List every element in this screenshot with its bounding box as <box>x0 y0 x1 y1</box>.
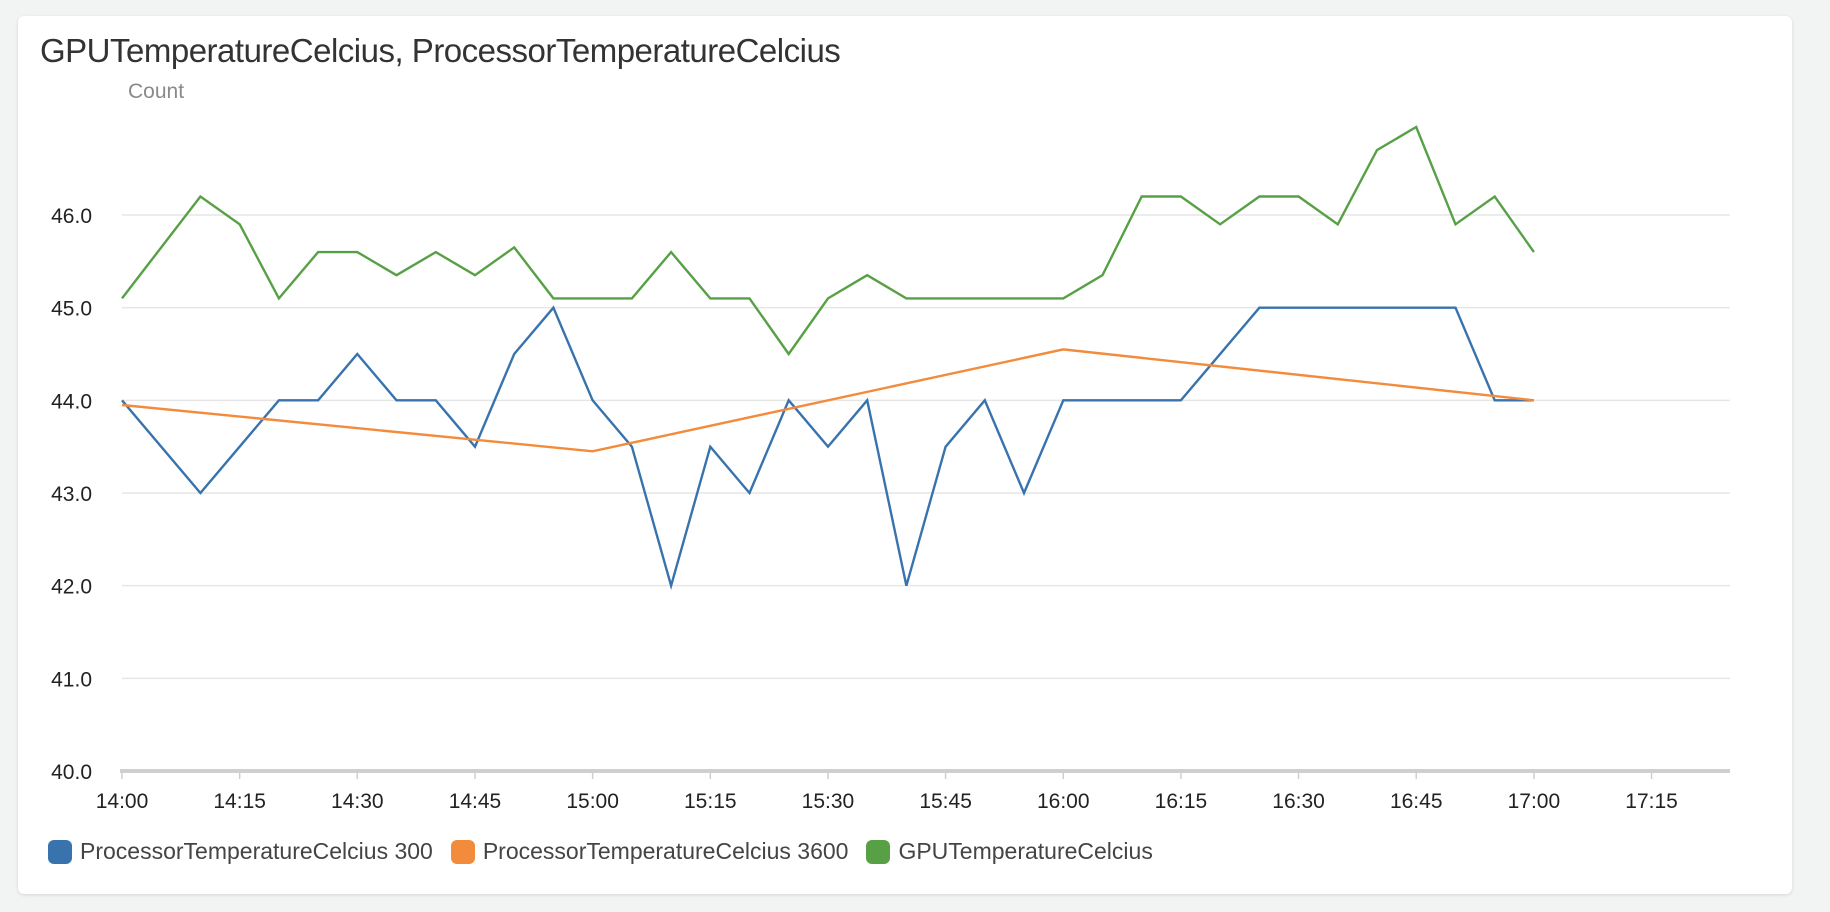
y-tick-label: 40.0 <box>51 761 92 784</box>
y-tick-label: 45.0 <box>51 298 92 321</box>
x-tick-label: 15:00 <box>566 790 619 813</box>
chart-card: GPUTemperatureCelcius, ProcessorTemperat… <box>18 16 1792 894</box>
legend-swatch <box>48 839 72 864</box>
legend-swatch <box>866 839 891 864</box>
legend-label: GPUTemperatureCelcius <box>898 838 1153 864</box>
x-tick-label: 16:45 <box>1390 790 1443 813</box>
y-tick-label: 44.0 <box>51 390 92 413</box>
line-chart: Count 40.0 41.0 42.0 43.0 44.0 45.0 46.0 14:00 14… <box>51 80 1730 813</box>
legend-swatch <box>450 839 475 864</box>
x-tick-label: 17:15 <box>1625 790 1678 813</box>
chart-legend: ProcessorTemperatureCelcius 300 Processor… <box>48 838 1171 865</box>
series-line-3 <box>121 125 1535 357</box>
x-tick-label: 14:45 <box>449 790 502 813</box>
y-tick-label: 43.0 <box>51 483 92 506</box>
legend-item-1[interactable]: ProcessorTemperatureCelcius 300 <box>48 838 433 865</box>
y-tick-label: 41.0 <box>51 668 92 691</box>
x-tick-label: 15:15 <box>684 790 737 813</box>
x-tick-label: 16:30 <box>1272 790 1325 813</box>
legend-label: ProcessorTemperatureCelcius 300 <box>80 838 433 864</box>
x-tick-label: 14:30 <box>331 790 384 813</box>
series-line-2 <box>121 348 1535 453</box>
x-tick-label: 16:15 <box>1155 790 1208 813</box>
chart-title: GPUTemperatureCelcius, ProcessorTemperat… <box>40 32 841 69</box>
x-tick-label: 14:15 <box>213 790 266 813</box>
x-tick-label: 16:00 <box>1037 790 1090 813</box>
legend-item-2[interactable]: ProcessorTemperatureCelcius 3600 <box>450 838 849 865</box>
y-tick-label: 42.0 <box>51 576 92 599</box>
x-tick-label: 14:00 <box>96 790 149 813</box>
x-tick-label: 15:45 <box>919 790 972 813</box>
legend-item-3[interactable]: GPUTemperatureCelcius <box>866 838 1153 865</box>
y-axis-label: Count <box>128 80 184 103</box>
y-tick-label: 46.0 <box>51 205 92 228</box>
x-tick-label: 15:30 <box>802 790 855 813</box>
legend-label: ProcessorTemperatureCelcius 3600 <box>482 838 849 864</box>
x-tick-label: 17:00 <box>1508 790 1561 813</box>
series-line-1 <box>121 305 1534 591</box>
